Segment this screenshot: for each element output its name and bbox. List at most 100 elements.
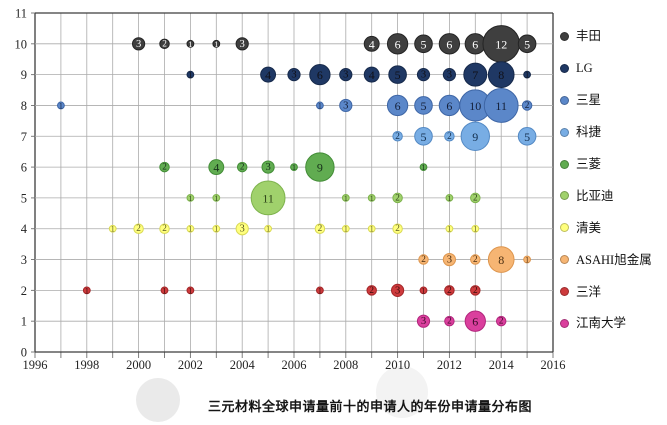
legend-dot-icon [560, 287, 569, 297]
bubble-value: 2 [369, 286, 374, 296]
bubble-value: 6 [472, 37, 478, 51]
bubble-比亚迪-2002 [186, 194, 195, 202]
bubble-清美-2009 [367, 224, 376, 233]
bubble-三菱-2005 [261, 160, 275, 174]
bubble-value: 2 [136, 224, 141, 234]
legend-label: LG [576, 60, 593, 75]
bubble-value: 1 [344, 225, 348, 234]
legend-item-三星: 三星 [560, 94, 666, 107]
bubble-value: 3 [447, 70, 452, 81]
bubble-清美-2003 [212, 224, 221, 233]
legend-label: ASAHI旭金属 [576, 252, 652, 267]
bubble-三星-2014 [483, 88, 519, 123]
bubble-比亚迪-2003 [212, 194, 221, 202]
bubble-value: 1 [188, 286, 192, 295]
bubble-value: 2 [525, 101, 530, 111]
y-axis-label: 0 [21, 346, 27, 360]
bubble-value: 1 [188, 194, 192, 203]
bubble-三星-2007 [316, 101, 324, 110]
bubble-清美-2007 [314, 223, 326, 234]
bubble-三洋-2009 [366, 285, 377, 296]
bubble-丰田-2000 [132, 37, 146, 51]
bubble-value: 2 [162, 39, 167, 49]
bubble-三星-2015 [521, 100, 533, 111]
bubble-三星-2011 [414, 96, 433, 115]
bubble-value: 2 [447, 132, 452, 142]
legend-dot-icon [560, 63, 569, 73]
bubble-value: 1 [447, 194, 451, 203]
bubble-value: 5 [395, 68, 401, 82]
legend-dot-icon [560, 127, 569, 137]
bubble-value: 6 [395, 37, 401, 51]
bubble-ASAHI旭金属-2011 [418, 254, 429, 265]
y-axis-label: 6 [21, 161, 27, 175]
bubble-三洋-2010 [391, 283, 405, 297]
bubble-LG-2011 [416, 68, 431, 82]
bubble-value: 1 [85, 286, 89, 295]
bubble-value: 2 [473, 193, 478, 203]
bubble-value: 1 [214, 40, 218, 49]
bubble-科捷-2012 [444, 131, 455, 142]
bubble-value: 5 [421, 130, 427, 144]
bubble-value: 2 [473, 286, 478, 296]
legend-item-三菱: 三菱 [560, 158, 666, 171]
bubble-value: 1 [59, 101, 63, 110]
bubble-三菱-2004 [236, 161, 248, 173]
bubble-value: 6 [472, 315, 478, 329]
legend-label: 清美 [576, 220, 602, 235]
bubble-value: 3 [421, 70, 426, 81]
bubble-value: 2 [162, 224, 167, 234]
bubble-比亚迪-2009 [367, 194, 376, 202]
bubble-value: 4 [369, 68, 375, 82]
bubble-value: 5 [524, 130, 530, 144]
bubble-value: 8 [498, 253, 504, 267]
bubble-ASAHI旭金属-2014 [487, 246, 515, 273]
legend-dot-icon [560, 223, 569, 233]
bubble-比亚迪-2012 [445, 194, 454, 202]
bubble-value: 3 [421, 316, 426, 327]
y-axis-label: 11 [15, 7, 27, 21]
bubble-value: 1 [525, 71, 529, 80]
bubble-江南大学-2011 [416, 314, 431, 328]
bubble-value: 3 [343, 70, 348, 81]
bubble-清美-2010 [392, 223, 403, 234]
y-axis-label: 9 [21, 68, 27, 82]
bubble-清美-1999 [108, 224, 117, 233]
x-axis-label: 2010 [385, 358, 410, 372]
legend-item-江南大学: 江南大学 [560, 317, 666, 330]
x-axis-label: 2000 [126, 358, 151, 372]
bubble-value: 3 [343, 100, 348, 111]
bubble-江南大学-2014 [495, 315, 507, 327]
bubble-清美-2012 [445, 224, 454, 233]
bubble-value: 11 [495, 99, 507, 113]
legend-dot-icon [560, 255, 569, 265]
bubble-丰田-2011 [414, 34, 433, 54]
bubble-value: 1 [422, 163, 426, 172]
bubble-丰田-2001 [159, 38, 170, 50]
bubble-value: 1 [292, 163, 296, 172]
bubble-三洋-2001 [160, 286, 169, 295]
bubble-value: 2 [395, 193, 400, 203]
legend-item-科捷: 科捷 [560, 126, 666, 139]
bubble-value: 2 [447, 286, 452, 296]
bubble-三洋-1998 [82, 286, 91, 295]
bubble-清美-2008 [341, 224, 350, 233]
bubble-value: 2 [473, 255, 478, 265]
bubble-清美-2002 [186, 224, 195, 233]
bubble-三洋-2007 [316, 286, 324, 295]
bubble-value: 3 [291, 70, 296, 81]
bubble-value: 1 [370, 194, 374, 203]
x-axis-label: 2002 [178, 358, 203, 372]
bubble-value: 2 [447, 317, 452, 327]
bubble-三菱-2011 [419, 163, 428, 171]
y-axis-label: 3 [21, 253, 27, 267]
bubble-value: 9 [317, 161, 323, 175]
bubble-value: 1 [188, 225, 192, 234]
bubble-LG-2008 [339, 68, 353, 82]
legend-label: 三星 [576, 92, 602, 107]
legend-label: 比亚迪 [576, 188, 614, 203]
bubble-三洋-2002 [186, 286, 195, 295]
bubble-value: 10 [469, 99, 481, 113]
bubble-value: 4 [369, 37, 375, 51]
legend-dot-icon [560, 191, 569, 201]
